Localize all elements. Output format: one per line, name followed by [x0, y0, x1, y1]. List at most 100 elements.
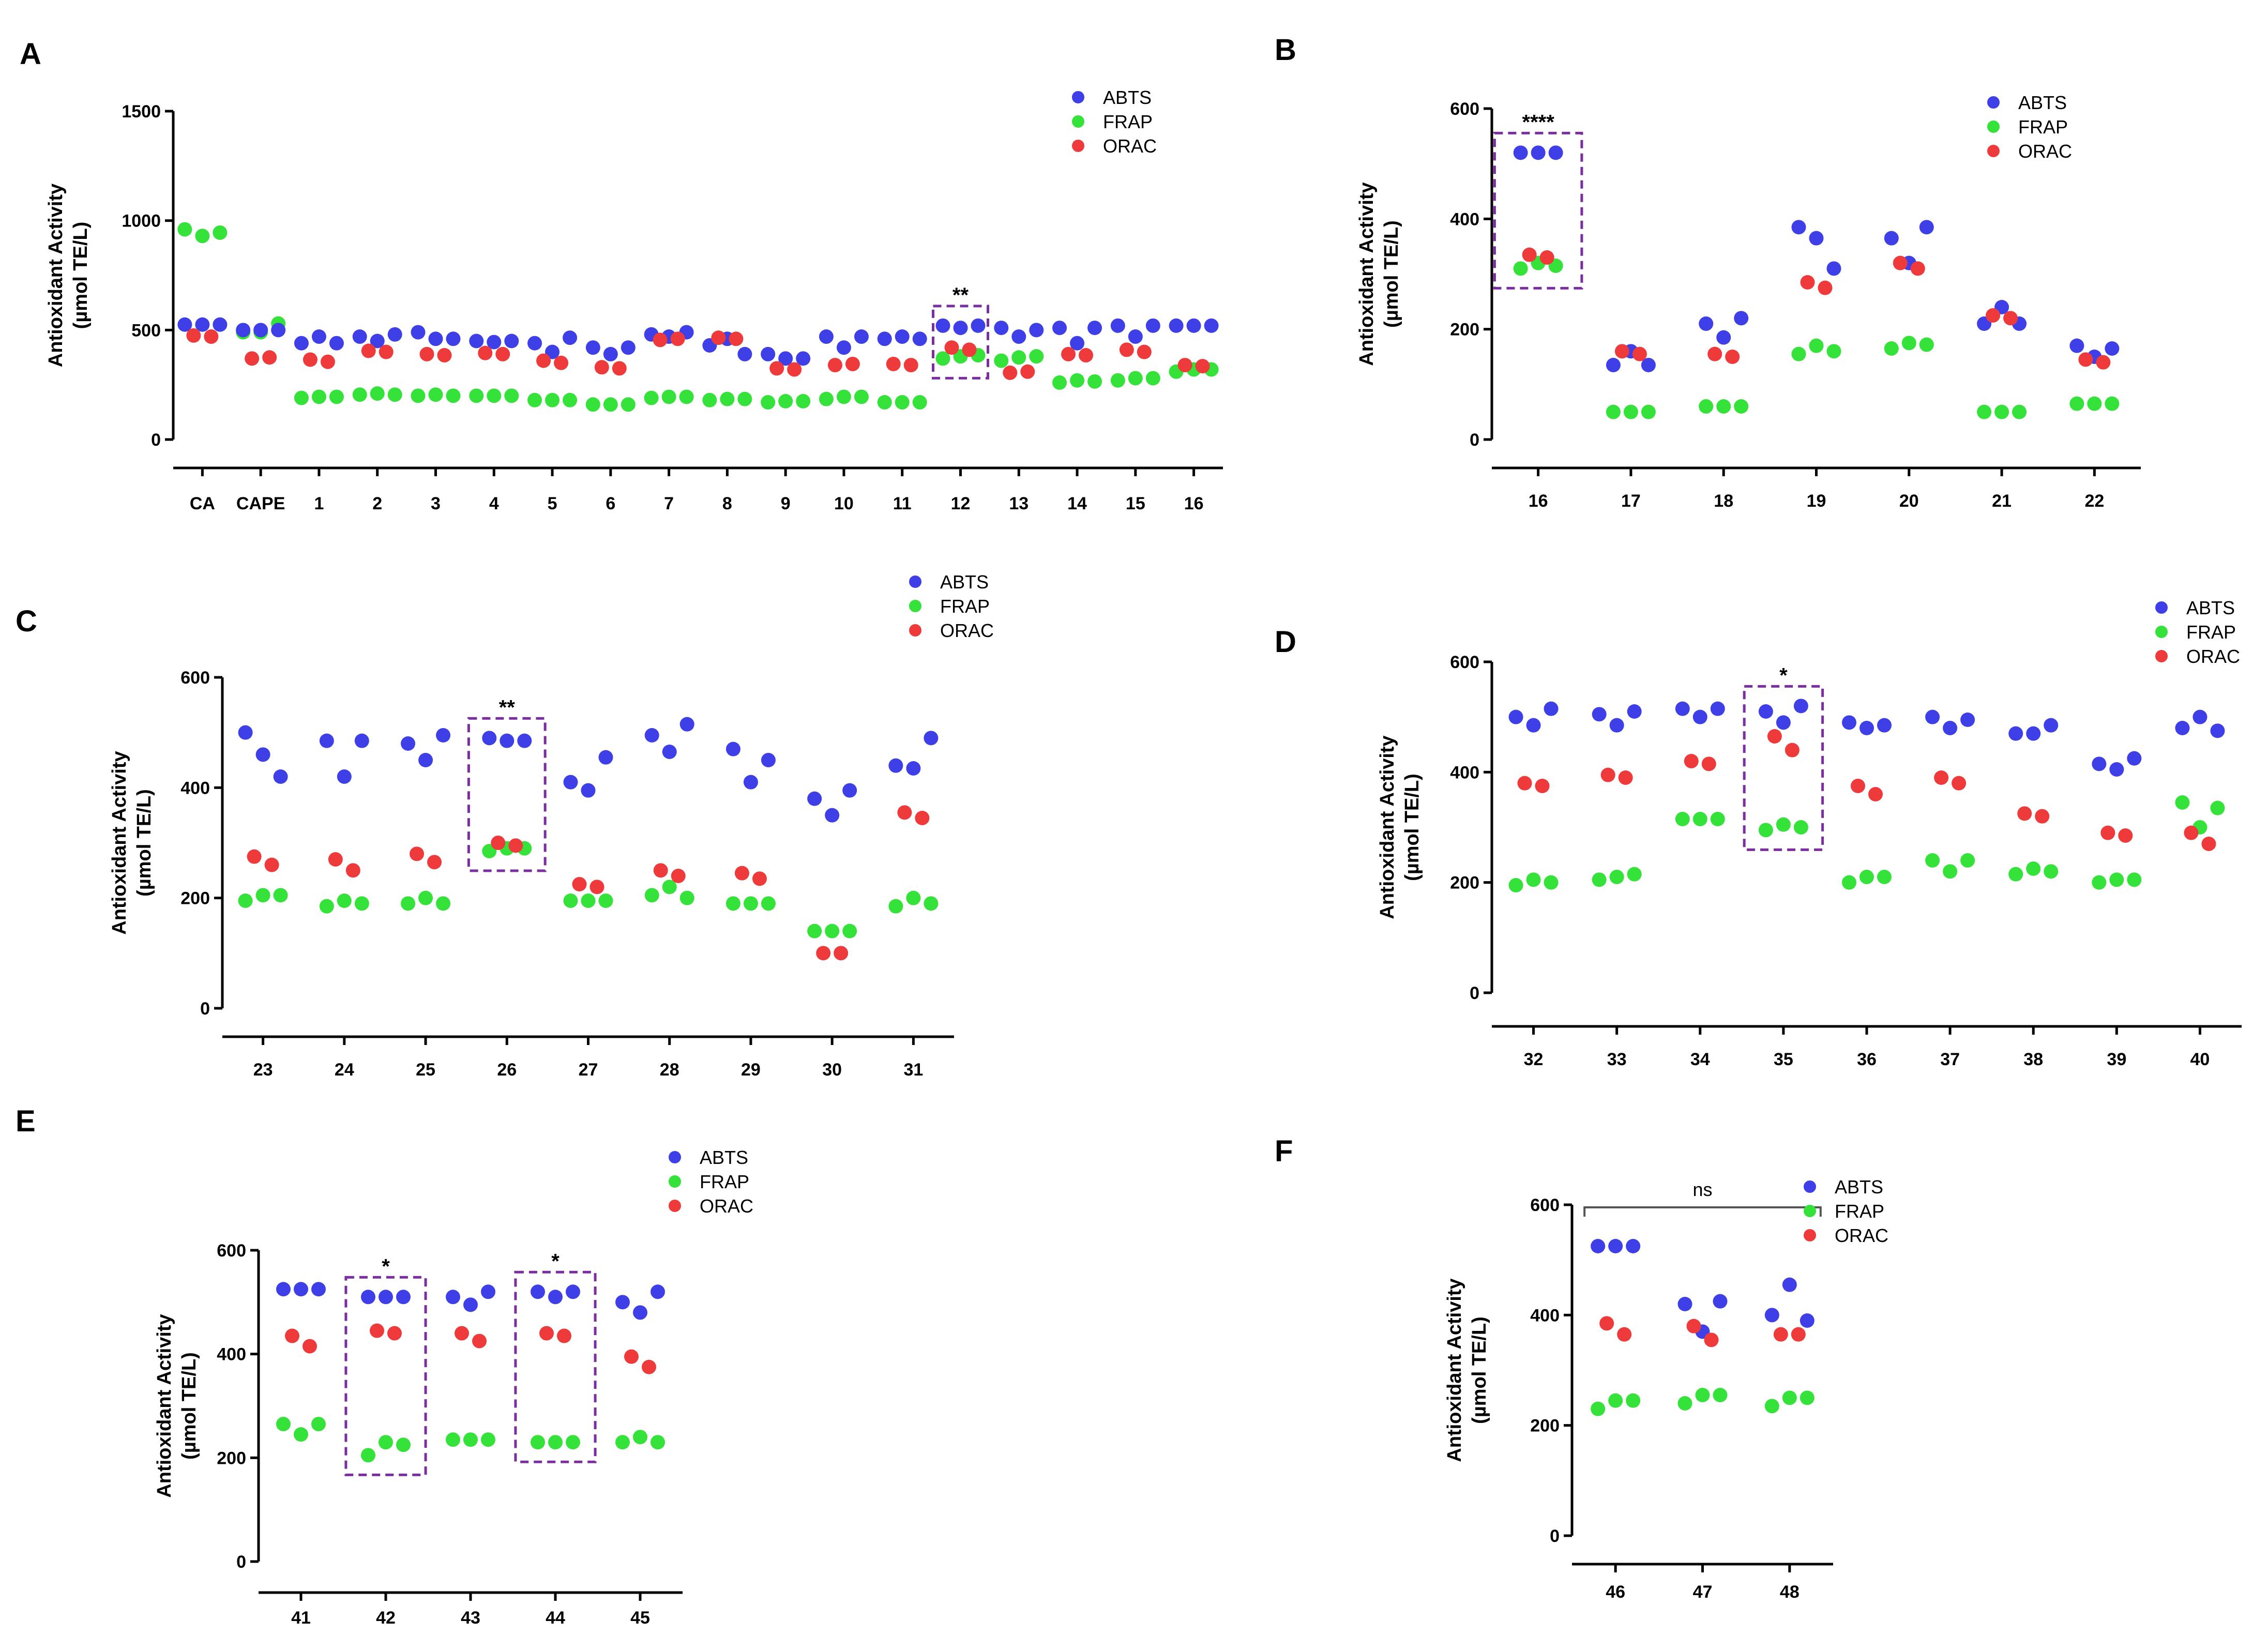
data-point-abts [778, 351, 793, 366]
data-point-abts [255, 747, 270, 762]
data-point-abts [836, 340, 851, 355]
data-point-abts [1677, 1297, 1692, 1311]
data-point-frap [581, 893, 596, 908]
data-point-frap [1677, 1396, 1692, 1411]
data-point-orac [1684, 754, 1699, 768]
legend-marker-abts [1987, 96, 2000, 109]
data-point-orac [186, 328, 201, 343]
data-point-abts [379, 1290, 393, 1305]
data-point-frap [1994, 404, 2009, 419]
panel-f: F 0 200 400 600 Antioxidant Activity (µmol TE/… [1275, 1134, 1888, 1602]
data-point-abts [1782, 1277, 1797, 1292]
data-point-orac [361, 343, 376, 358]
data-point-frap [276, 1417, 291, 1432]
data-point-abts [888, 758, 903, 773]
data-point-abts [1800, 1313, 1815, 1328]
data-point-orac [624, 1349, 639, 1364]
data-point-abts [895, 329, 910, 344]
data-point-frap [352, 387, 367, 402]
x-tick-label: 4 [489, 494, 499, 513]
data-point-orac [845, 356, 860, 371]
data-point-orac [1707, 346, 1722, 361]
y-axis-unit: (µmol TE/L) [1469, 1316, 1490, 1424]
x-tick-label: 30 [822, 1060, 842, 1080]
x-tick-label: 42 [376, 1608, 396, 1628]
data-point-orac [1767, 729, 1782, 744]
data-point-abts [725, 741, 740, 756]
data-point-abts [1609, 718, 1624, 733]
data-point-frap [603, 397, 618, 412]
data-point-abts [1809, 231, 1824, 246]
data-point-frap [1884, 341, 1899, 356]
data-point-frap [1826, 344, 1841, 359]
data-point-abts [177, 317, 192, 332]
legend-label-orac: ORAC [2186, 646, 2240, 667]
data-point-abts [1608, 1239, 1623, 1253]
y-tick-label: 500 [131, 321, 161, 340]
legend-marker-orac [2155, 650, 2168, 662]
data-point-frap [418, 890, 433, 905]
data-point-orac [1851, 779, 1865, 793]
x-tick-label: 23 [253, 1060, 273, 1080]
data-point-abts [1513, 145, 1528, 160]
data-point-frap [1791, 346, 1806, 361]
data-point-abts [1859, 721, 1874, 735]
data-point-frap [761, 896, 776, 911]
data-point-abts [1526, 718, 1541, 733]
data-point-abts [238, 725, 253, 740]
data-point-frap [1695, 1388, 1710, 1402]
data-point-orac [1704, 1332, 1719, 1347]
x-tick-label: 35 [1774, 1050, 1793, 1069]
x-tick-label: 7 [664, 494, 674, 513]
significance-label: ** [499, 696, 516, 719]
legend-label-frap: FRAP [700, 1171, 749, 1192]
data-point-orac [1003, 365, 1018, 380]
data-point-abts [854, 329, 869, 344]
legend-marker-orac [909, 624, 921, 637]
legend-marker-abts [2155, 601, 2168, 614]
data-point-orac [320, 354, 335, 369]
data-point-abts [877, 331, 892, 346]
data-point-frap [1919, 337, 1934, 352]
data-point-frap [2210, 800, 2225, 815]
data-point-abts [517, 733, 532, 748]
data-point-frap [1011, 350, 1026, 365]
data-point-frap [401, 896, 416, 911]
data-point-frap [644, 888, 659, 903]
x-tick-label: 38 [2023, 1050, 2043, 1069]
data-point-orac [1952, 776, 1967, 791]
data-point-orac [1618, 770, 1633, 785]
data-point-orac [1599, 1316, 1614, 1331]
legend-marker-frap [2155, 626, 2168, 638]
data-point-frap [1110, 373, 1125, 388]
data-point-orac [572, 877, 587, 891]
data-point-orac [1600, 767, 1615, 782]
x-tick-label: 47 [1693, 1582, 1713, 1602]
x-tick-label: 41 [291, 1608, 311, 1628]
data-point-abts [482, 731, 497, 746]
data-point-orac [495, 346, 510, 361]
data-point-frap [396, 1437, 411, 1452]
data-point-abts [1592, 707, 1607, 722]
x-tick-label: 46 [1606, 1582, 1625, 1602]
x-tick-label: 18 [1714, 491, 1733, 511]
data-point-orac [670, 331, 685, 346]
data-point-orac [886, 356, 901, 371]
y-tick-label: 0 [1550, 1526, 1560, 1546]
x-tick-label: 31 [903, 1060, 923, 1080]
data-point-frap [743, 896, 758, 911]
data-point-abts [615, 1295, 630, 1310]
data-point-orac [1686, 1319, 1701, 1334]
data-point-frap [563, 392, 578, 407]
data-point-abts [1627, 704, 1642, 719]
data-point-orac [1614, 344, 1629, 359]
data-point-abts [935, 318, 950, 333]
data-point-orac [653, 332, 668, 347]
data-point-abts [1758, 704, 1773, 719]
legend-label-orac: ORAC [700, 1195, 753, 1217]
data-point-orac [1177, 358, 1192, 373]
data-point-abts [1943, 721, 1958, 735]
data-point-orac [472, 1334, 487, 1349]
data-point-abts [603, 346, 618, 361]
